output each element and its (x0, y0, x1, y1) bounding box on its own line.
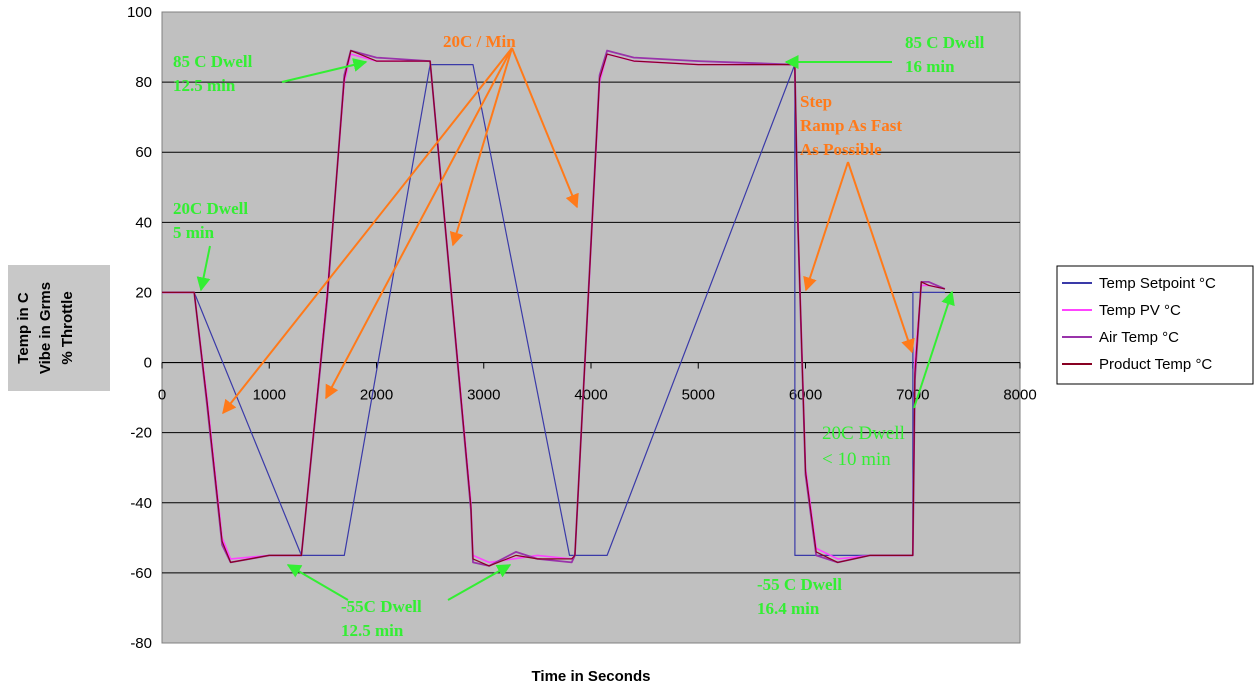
series-line-product (162, 49, 946, 567)
annotation-85c-dwell-right: 85 C Dwell 16 min (905, 33, 989, 76)
orange-arrow-step-1 (803, 161, 849, 292)
legend-label-pv: Temp PV °C (1099, 302, 1181, 319)
y-tick-label: 40 (135, 214, 152, 231)
plot-area (161, 11, 1021, 644)
orange-arrow-step-2 (847, 161, 915, 354)
y-axis-title-line: Temp in C (15, 292, 32, 364)
annotation-texts: 85 C Dwell 12.5 min 20C Dwell 5 min 85 C… (173, 32, 989, 640)
green-arrow-20c-dwell-start (196, 245, 211, 292)
x-tick-label: 1000 (253, 387, 286, 404)
x-tick-label: 2000 (360, 387, 393, 404)
y-tick-label: 80 (135, 74, 152, 91)
y-axis-title: Temp in C Vibe in Grms % Throttle (15, 282, 76, 374)
annotation-55c-dwell-right: -55 C Dwell 16.4 min (757, 575, 846, 618)
y-axis-title-line: Vibe in Grms (37, 282, 54, 374)
orange-arrow-ramp-2 (325, 47, 513, 400)
x-tick-label: 6000 (789, 387, 822, 404)
x-tick-label: 8000 (1003, 387, 1036, 404)
x-tick-label: 0 (158, 387, 166, 404)
legend-label-setpoint: Temp Setpoint °C (1099, 275, 1216, 292)
y-tick-label: 100 (127, 4, 152, 21)
orange-arrow-ramp-1 (222, 47, 513, 415)
y-tick-label: 20 (135, 284, 152, 301)
annotation-20c-per-min: 20C / Min (443, 32, 516, 51)
x-tick-label: 5000 (682, 387, 715, 404)
y-tick-label: 60 (135, 144, 152, 161)
green-arrow-55c-dwell-right (447, 564, 512, 601)
annotation-55c-dwell-left: -55C Dwell 12.5 min (341, 597, 426, 640)
y-axis-title-line: % Throttle (59, 291, 76, 364)
green-arrow-20c-dwell-end (913, 290, 955, 409)
annotation-20c-dwell-start: 20C Dwell 5 min (173, 199, 252, 242)
x-tick-label: 3000 (467, 387, 500, 404)
y-tick-label: -20 (130, 425, 152, 442)
y-axis-ticks: -80 -60 -40 -20 0 20 40 60 80 100 (127, 4, 152, 652)
legend-label-air: Air Temp °C (1099, 329, 1179, 346)
green-arrow-85c-dwell-left (281, 58, 368, 83)
gridlines (162, 81, 1020, 574)
y-tick-label: -80 (130, 635, 152, 652)
y-tick-label: -40 (130, 495, 152, 512)
x-axis-title: Time in Seconds (532, 668, 651, 685)
y-tick-label: -60 (130, 565, 152, 582)
annotation-arrows (196, 47, 955, 601)
annotation-step-ramp: Step Ramp As Fast As Possible (800, 92, 906, 159)
annotation-20c-dwell-end: 20C Dwell < 10 min (822, 423, 910, 470)
y-tick-label: 0 (144, 355, 152, 372)
legend: Temp Setpoint °C Temp PV °C Air Temp °C Pro… (1056, 265, 1254, 385)
annotation-85c-dwell-left: 85 C Dwell 12.5 min (173, 52, 257, 95)
green-arrow-55c-dwell-left (286, 564, 349, 601)
orange-arrow-ramp-4 (511, 47, 579, 209)
y-axis-title-box (8, 265, 110, 391)
series-layer (162, 49, 946, 567)
x-tick-label: 4000 (574, 387, 607, 404)
orange-arrow-ramp-3 (449, 47, 513, 247)
legend-label-product: Product Temp °C (1099, 356, 1212, 373)
